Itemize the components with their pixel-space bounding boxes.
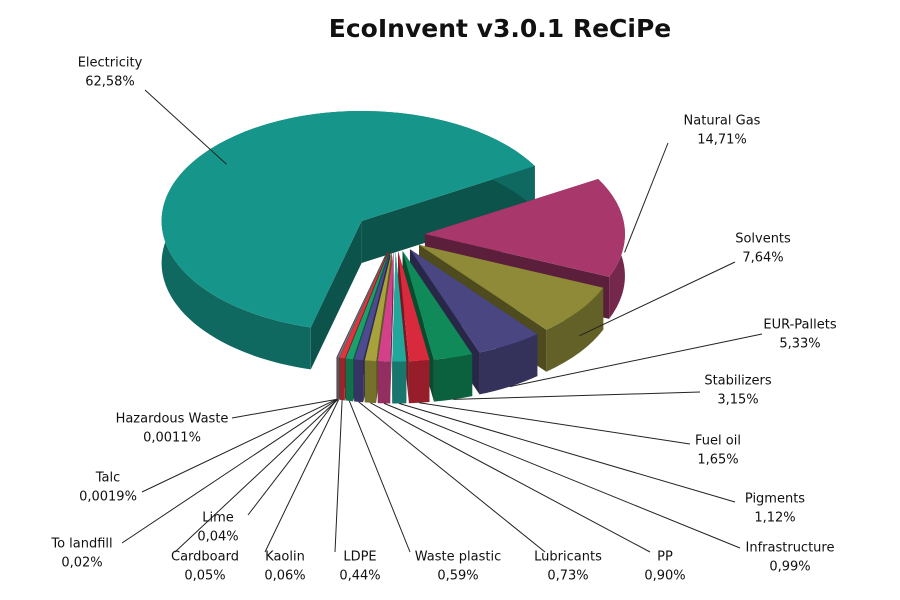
category-label: Fuel oil — [695, 434, 741, 449]
category-label: Stabilizers — [704, 374, 772, 389]
slice — [345, 251, 390, 360]
category-label: Natural Gas — [684, 114, 761, 129]
slice-side — [339, 357, 345, 401]
value-label: 0,73% — [547, 569, 588, 584]
leader-line — [348, 400, 411, 553]
value-label: 62,58% — [85, 75, 135, 90]
value-label: 0,0019% — [79, 490, 137, 505]
slice — [336, 250, 388, 358]
slice — [338, 250, 388, 358]
category-label: LDPE — [343, 550, 376, 565]
value-label: 0,44% — [339, 569, 380, 584]
category-label: EUR-Pallets — [763, 318, 836, 333]
value-label: 0,59% — [437, 569, 478, 584]
leader-line — [453, 391, 701, 400]
leader-line — [624, 142, 669, 253]
category-label: To landfill — [50, 537, 112, 552]
leader-line — [383, 402, 741, 549]
slice-side — [345, 358, 353, 402]
category-label: Electricity — [78, 56, 143, 71]
category-label: Kaolin — [265, 550, 305, 565]
value-label: 5,33% — [779, 337, 820, 352]
slice-side — [338, 357, 339, 400]
slice — [419, 244, 604, 330]
slice-side — [377, 361, 391, 404]
value-label: 0,04% — [197, 530, 238, 545]
slice — [339, 251, 389, 359]
value-label: 1,65% — [697, 453, 738, 468]
leader-line — [370, 402, 651, 553]
slice-side — [310, 220, 362, 370]
value-label: 0,05% — [184, 569, 225, 584]
leader-line — [144, 89, 227, 165]
leader-line — [419, 402, 691, 445]
value-label: 1,12% — [754, 511, 795, 526]
leader-line — [358, 401, 546, 553]
slice — [364, 251, 392, 362]
slice — [377, 251, 394, 362]
leader-line — [174, 399, 339, 553]
chart-title: EcoInvent v3.0.1 ReCiPe — [329, 14, 671, 43]
labels: Electricity 62,58% Natural Gas 14,71% Solven… — [50, 56, 836, 584]
category-label: Talc — [95, 471, 121, 486]
category-label: Lime — [202, 511, 234, 526]
value-label: 0,0011% — [143, 431, 201, 446]
leader-line — [509, 333, 763, 388]
slice — [161, 110, 535, 328]
category-label: Hazardous Waste — [116, 412, 229, 427]
slice — [402, 250, 473, 360]
leader-line — [264, 399, 340, 553]
value-label: 7,64% — [742, 251, 783, 266]
slice — [354, 251, 391, 361]
value-label: 0,02% — [61, 556, 102, 571]
category-label: Waste plastic — [415, 550, 501, 565]
slice-side — [408, 360, 430, 404]
value-label: 3,15% — [717, 393, 758, 408]
value-label: 14,71% — [697, 133, 747, 148]
slice-side — [479, 334, 538, 395]
leader-line — [121, 399, 338, 544]
slice-side — [546, 287, 604, 372]
pie — [161, 110, 625, 404]
slice — [409, 249, 538, 353]
slice — [424, 178, 625, 277]
slice — [336, 250, 388, 358]
slice — [392, 251, 407, 362]
slice-side — [392, 361, 407, 404]
slice-side — [337, 357, 339, 400]
value-label: 0,06% — [264, 569, 305, 584]
category-label: Infrastructure — [746, 541, 835, 556]
value-label: 0,90% — [644, 569, 685, 584]
slice-side — [361, 165, 535, 263]
leader-line — [231, 398, 337, 419]
category-label: Cardboard — [171, 550, 239, 565]
slice-side — [364, 360, 377, 404]
slice-side — [354, 359, 364, 403]
category-label: Lubricants — [534, 550, 602, 565]
slice — [337, 250, 388, 358]
category-label: Solvents — [735, 232, 791, 247]
leader-line — [334, 400, 343, 553]
category-label: Pigments — [745, 492, 805, 507]
slice — [398, 251, 430, 362]
leader-line — [399, 402, 736, 503]
leader-line — [141, 398, 337, 493]
leader-line — [579, 261, 736, 337]
slice — [336, 250, 388, 358]
slice — [337, 250, 388, 358]
value-label: 0,99% — [769, 560, 810, 575]
category-label: PP — [657, 550, 673, 565]
leader-line — [247, 399, 338, 516]
slice-side — [433, 354, 473, 402]
